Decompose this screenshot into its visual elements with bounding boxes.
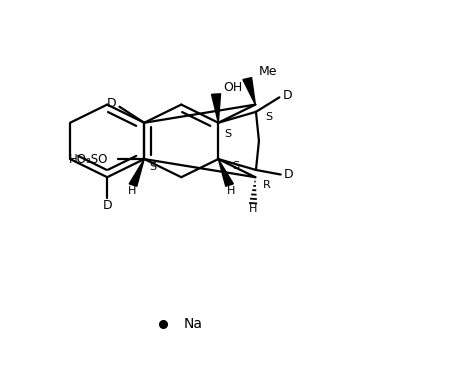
Text: H: H [127, 186, 136, 196]
Text: D: D [284, 168, 294, 181]
Text: H: H [227, 186, 235, 196]
Polygon shape [129, 159, 144, 186]
Text: D: D [106, 97, 116, 110]
Text: S: S [232, 161, 239, 171]
Polygon shape [243, 78, 255, 105]
Text: OH: OH [223, 81, 242, 94]
Text: Me: Me [259, 65, 277, 78]
Polygon shape [218, 159, 233, 186]
Text: S: S [224, 129, 231, 139]
Text: HO₃SO: HO₃SO [69, 152, 109, 166]
Text: S: S [265, 112, 272, 122]
Text: H: H [249, 204, 257, 214]
Polygon shape [212, 94, 221, 123]
Text: D: D [102, 199, 112, 212]
Text: R: R [263, 180, 270, 190]
Text: D: D [283, 89, 292, 102]
Text: S: S [149, 162, 156, 172]
Text: Na: Na [184, 317, 203, 331]
